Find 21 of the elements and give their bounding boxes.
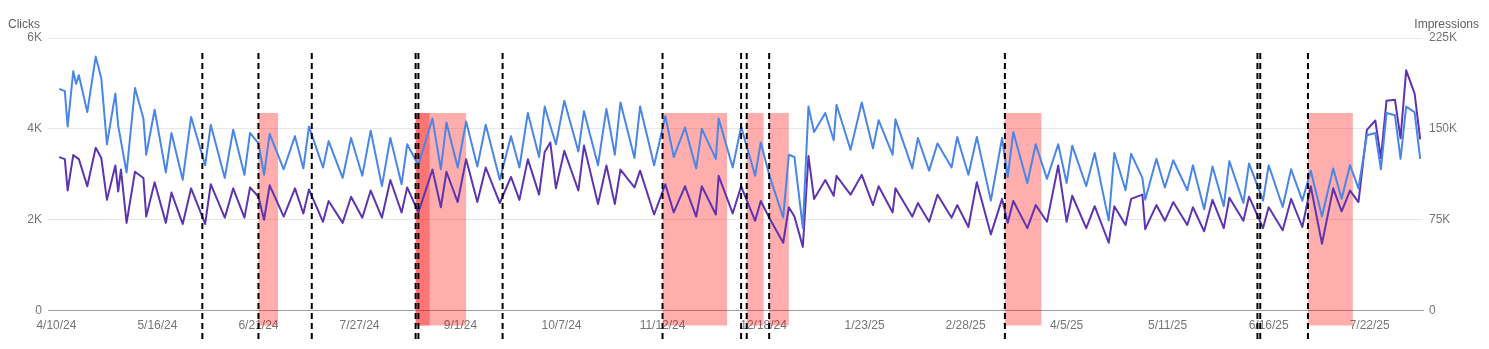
y-axis-title: Clicks	[8, 17, 40, 31]
y2-tick-label: 225K	[1429, 30, 1458, 45]
y2-tick-label: 150K	[1429, 121, 1458, 136]
y-tick-label: 2K	[27, 212, 42, 227]
x-tick-label: 4/10/24	[36, 318, 77, 333]
y-tick-label: 6K	[27, 30, 42, 45]
y2-tick-label: 0	[1429, 302, 1436, 317]
x-tick-label: 1/23/25	[844, 318, 885, 333]
x-tick-label: 7/27/24	[339, 318, 380, 333]
x-tick-label: 2/28/25	[945, 318, 986, 333]
y-tick-label: 4K	[27, 121, 42, 136]
y2-tick-label: 75K	[1429, 212, 1451, 227]
x-tick-label: 4/5/25	[1049, 318, 1084, 333]
x-tick-label: 6/16/25	[1248, 318, 1289, 333]
y-tick-label: 0	[35, 302, 43, 317]
x-tick-label: 5/11/25	[1148, 318, 1188, 333]
x-tick-label: 12/18/24	[740, 318, 788, 333]
y2-axis-title: Impressions	[1414, 17, 1479, 31]
x-tick-label: 7/22/25	[1349, 318, 1391, 333]
x-tick-label: 10/7/24	[541, 318, 582, 333]
x-tick-label: 5/16/24	[137, 318, 178, 333]
